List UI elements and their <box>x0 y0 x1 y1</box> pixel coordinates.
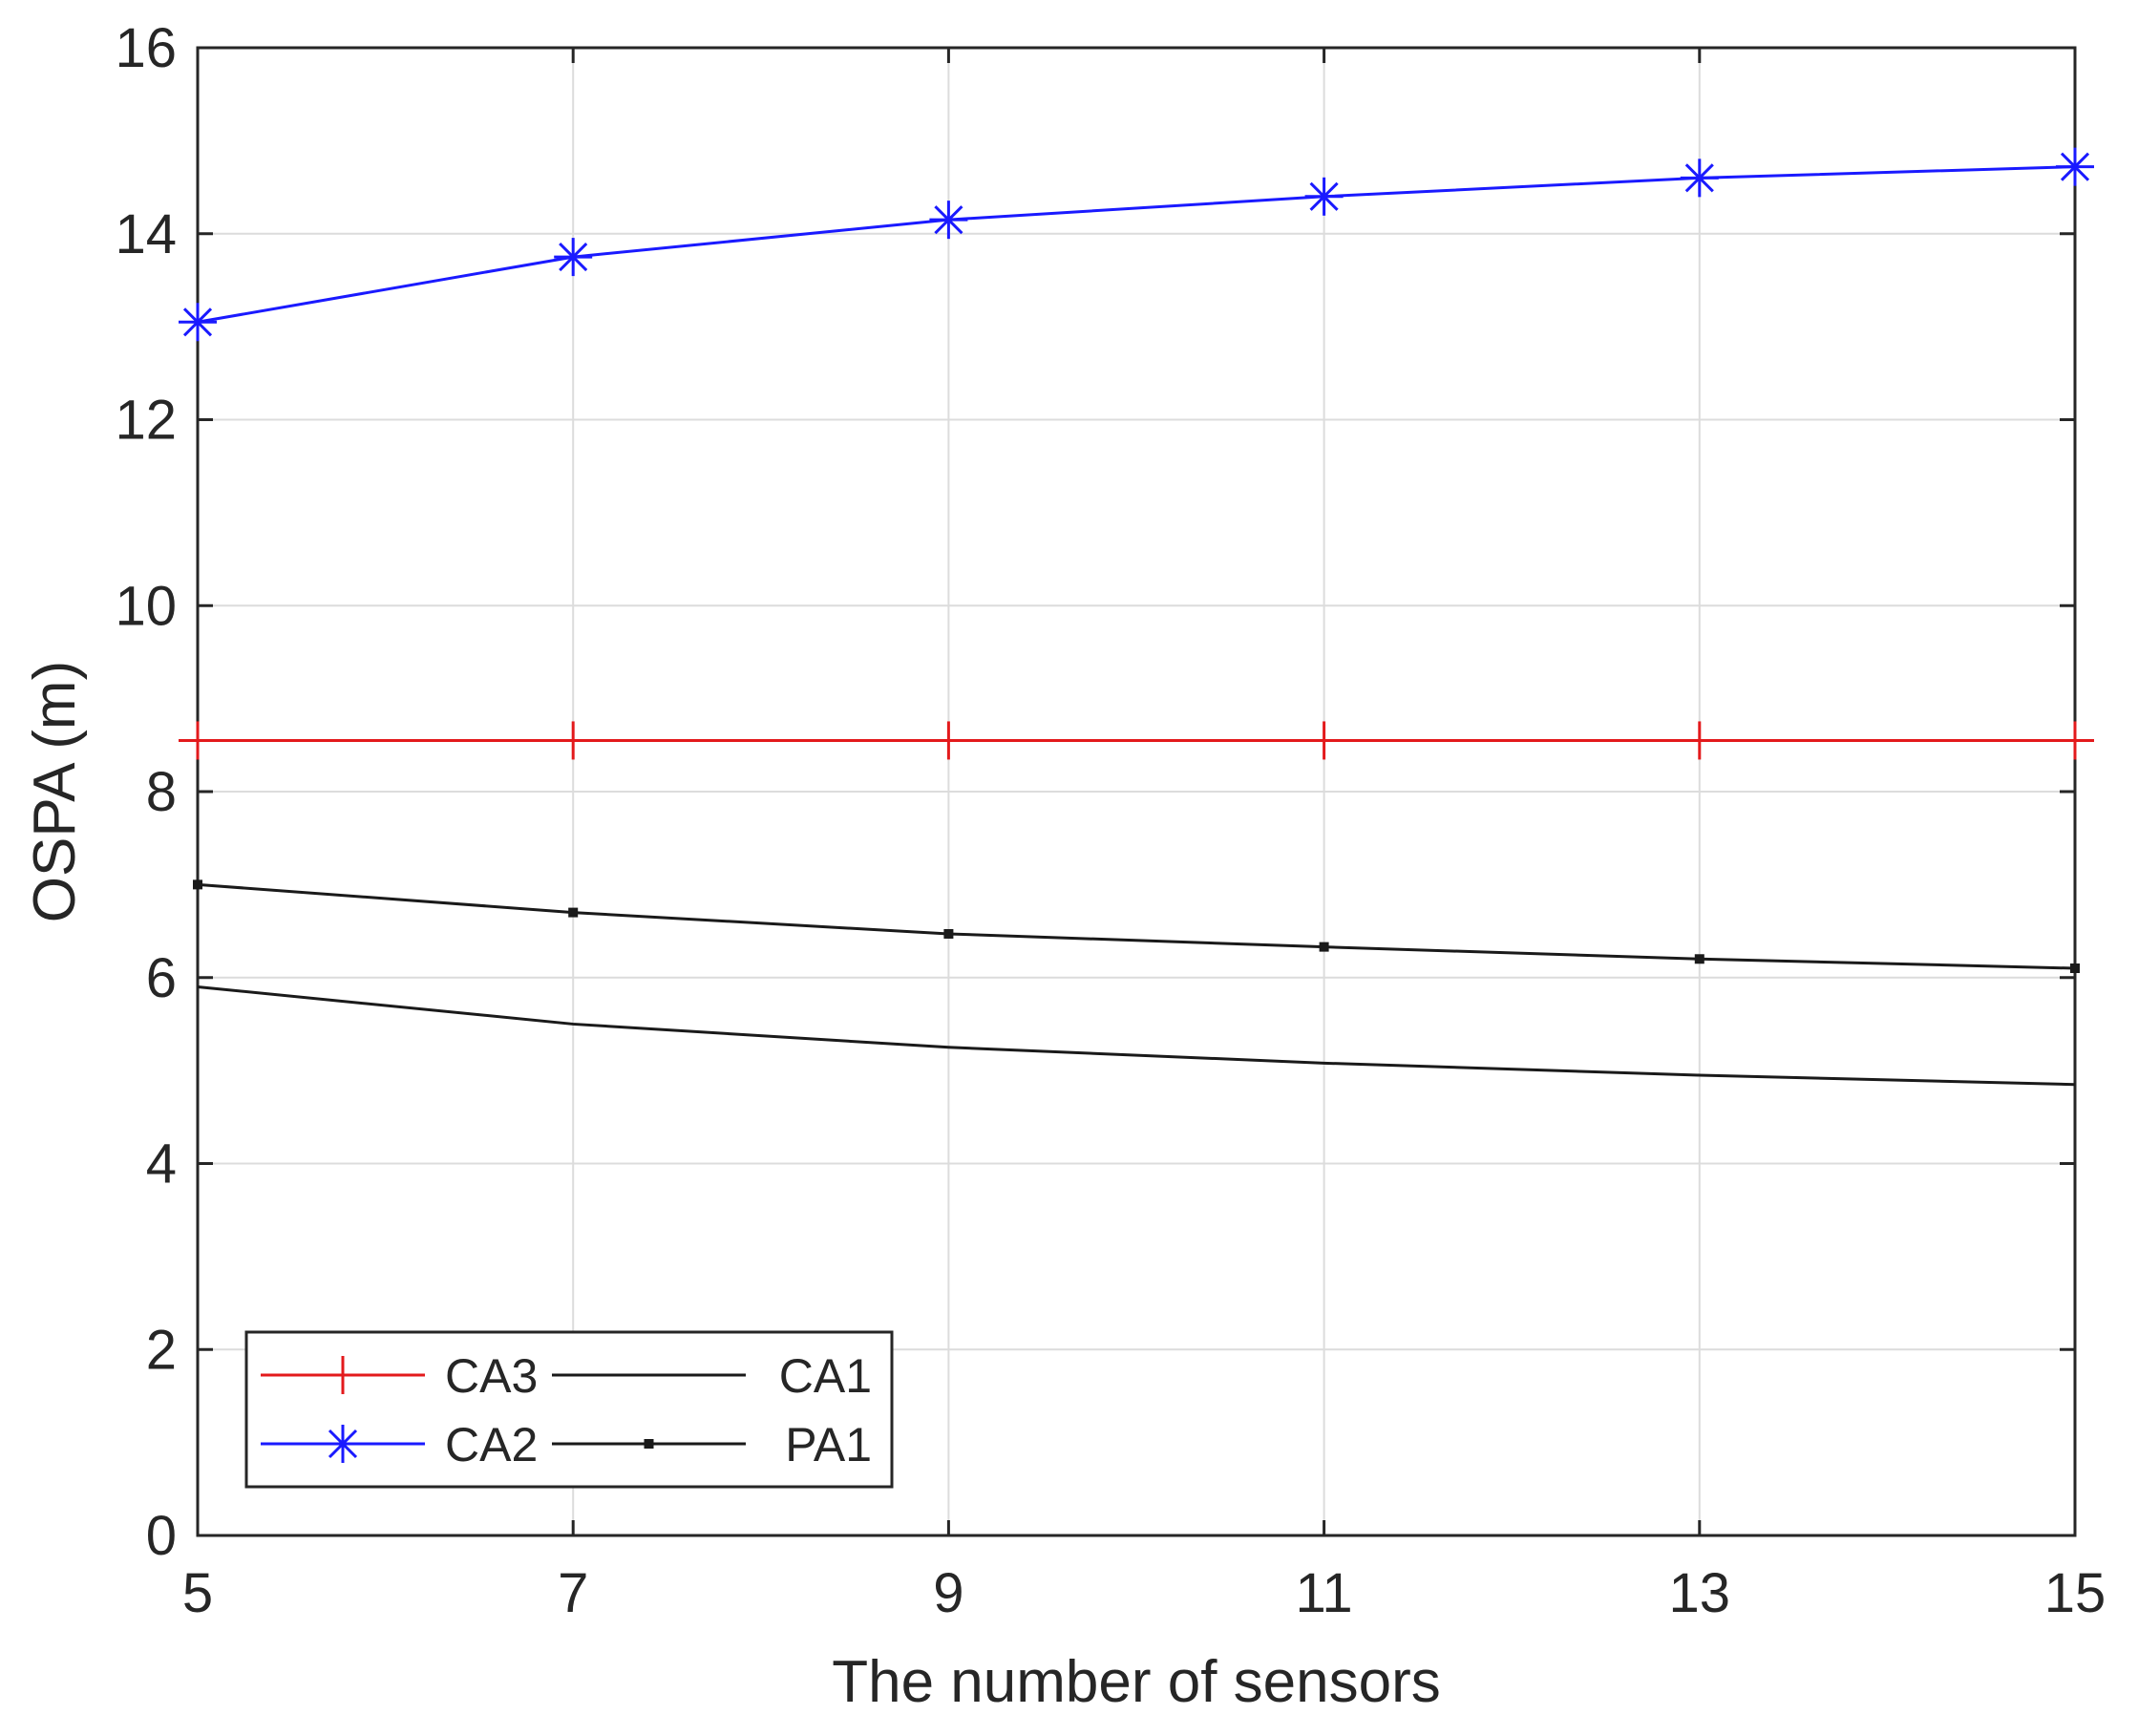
data-point-pa1 <box>193 879 202 890</box>
y-tick-label: 12 <box>115 390 177 452</box>
axis-ticks: 5 7 9 11 13 15 0 2 4 6 8 10 12 14 16 <box>115 17 2106 1624</box>
series-line-ca1 <box>197 984 2076 1087</box>
data-point-ca2 <box>1304 177 1344 216</box>
legend-swatch-marker <box>324 1425 362 1463</box>
data-point-ca3 <box>1304 721 1344 760</box>
series-ca1 <box>197 984 2076 1087</box>
legend-label: CA1 <box>779 1349 872 1403</box>
data-point-ca3 <box>179 721 217 760</box>
y-tick-label: 6 <box>146 947 177 1009</box>
data-point-ca3 <box>929 721 968 760</box>
data-point-ca2 <box>2056 147 2094 186</box>
series-line-ca2 <box>197 165 2076 324</box>
legend: CA3 CA1 CA2 PA1 <box>244 1330 894 1489</box>
legend-label: CA2 <box>445 1418 538 1471</box>
legend-label: PA1 <box>785 1418 872 1471</box>
data-point-pa1 <box>943 928 954 939</box>
y-tick-label: 0 <box>146 1505 177 1567</box>
legend-item-ca1: CA1 <box>552 1349 872 1403</box>
y-tick-label: 2 <box>146 1319 177 1381</box>
data-point-ca2 <box>929 201 968 240</box>
legend-swatch-marker <box>324 1356 362 1394</box>
data-point-pa1 <box>568 907 579 918</box>
data-point-ca2 <box>179 303 217 342</box>
x-tick-label: 13 <box>1669 1562 1731 1624</box>
x-axis-title: The number of sensors <box>832 1649 1441 1715</box>
data-point-ca3 <box>554 721 593 760</box>
legend-label: CA3 <box>445 1349 538 1403</box>
x-tick-label: 7 <box>558 1562 588 1624</box>
data-point-ca2 <box>554 238 593 277</box>
x-tick-label: 11 <box>1295 1562 1352 1624</box>
data-point-ca3 <box>2056 721 2094 760</box>
series-ca3 <box>179 721 2094 760</box>
legend-swatch-marker <box>644 1439 654 1449</box>
y-tick-label: 4 <box>146 1133 177 1196</box>
data-point-ca3 <box>1680 721 1719 760</box>
data-point-pa1 <box>2070 963 2080 974</box>
y-tick-label: 8 <box>146 761 177 823</box>
legend-item-ca2: CA2 <box>261 1418 538 1471</box>
legend-item-ca3: CA3 <box>261 1349 538 1403</box>
series-line-pa1 <box>197 882 2076 970</box>
y-tick-label: 10 <box>115 575 177 637</box>
series <box>179 147 2094 1087</box>
data-point-ca2 <box>1680 159 1719 198</box>
legend-box <box>244 1330 894 1489</box>
series-ca2 <box>179 147 2094 342</box>
x-tick-label: 5 <box>182 1562 213 1624</box>
legend-item-pa1: PA1 <box>552 1418 872 1471</box>
x-tick-label: 9 <box>933 1562 963 1624</box>
y-axis-title: OSPA (m) <box>22 661 88 922</box>
x-tick-label: 15 <box>2044 1562 2106 1624</box>
data-point-pa1 <box>1694 954 1704 964</box>
data-point-pa1 <box>1319 942 1329 952</box>
series-pa1 <box>193 879 2080 974</box>
y-tick-label: 14 <box>115 203 177 265</box>
y-tick-label: 16 <box>115 17 177 79</box>
